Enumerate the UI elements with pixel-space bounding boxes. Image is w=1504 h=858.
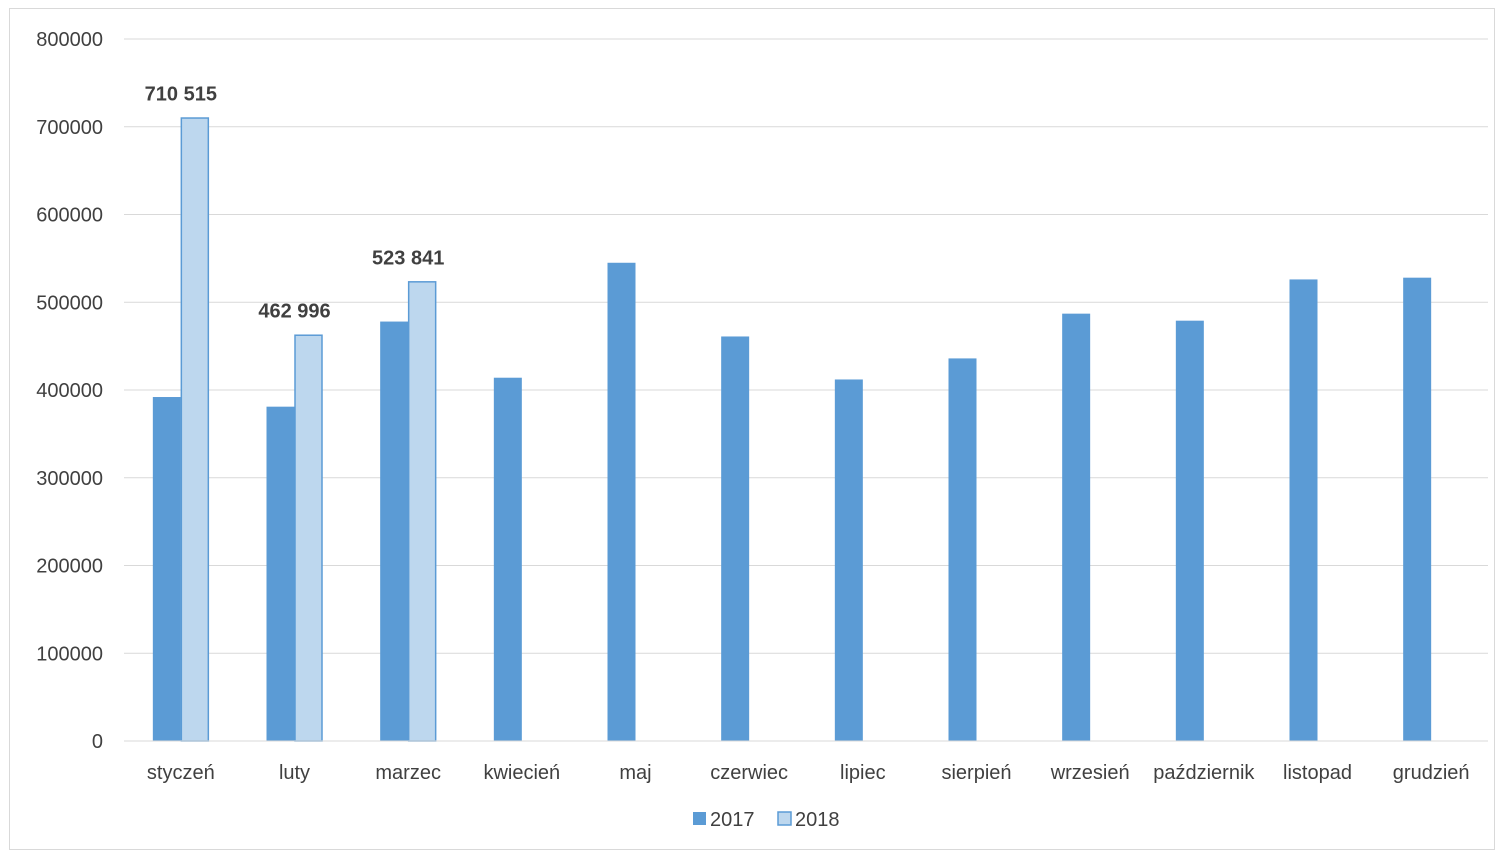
data-label-2018: 523 841 — [372, 247, 444, 269]
legend-swatch-2018 — [777, 811, 792, 826]
category-label: listopad — [1283, 762, 1352, 784]
category-label: grudzień — [1393, 762, 1470, 784]
bar-2017 — [266, 406, 295, 741]
bar-2017 — [948, 358, 977, 741]
bars — [152, 117, 1432, 742]
category-label: wrzesień — [1050, 762, 1130, 784]
bar-2018 — [407, 281, 437, 742]
bar-2017 — [834, 379, 863, 741]
data-labels: 710 515 462 996 523 841 — [145, 84, 445, 323]
category-label: czerwiec — [710, 762, 788, 784]
y-tick-label: 800000 — [36, 29, 103, 51]
y-tick-label: 500000 — [36, 292, 103, 314]
bar-2017 — [152, 397, 181, 741]
y-tick-label: 200000 — [36, 556, 103, 578]
category-label: sierpień — [941, 762, 1011, 784]
legend-label-2017: 2017 — [710, 809, 755, 831]
y-tick-label: 0 — [92, 731, 103, 753]
bar-2017 — [1175, 320, 1204, 741]
y-tick-label: 100000 — [36, 643, 103, 665]
bar-2018 — [294, 334, 323, 742]
gridlines — [124, 38, 1488, 654]
y-tick-label: 600000 — [36, 205, 103, 227]
y-tick-label: 700000 — [36, 117, 103, 139]
category-label: luty — [279, 762, 310, 784]
data-label-2018: 462 996 — [258, 301, 330, 323]
bar-2017 — [721, 336, 750, 741]
bar-2017 — [493, 377, 522, 741]
category-label: kwiecień — [483, 762, 560, 784]
bar-2017 — [1403, 277, 1432, 741]
data-label-2018: 710 515 — [145, 84, 217, 106]
category-label: styczeń — [147, 762, 215, 784]
y-axis-tick-labels: 0 100000 200000 300000 400000 500000 600000 700… — [36, 29, 103, 753]
x-axis-category-labels: styczeń luty marzec kwiecień maj czerwiec lipi… — [147, 762, 1470, 784]
category-label: październik — [1153, 762, 1255, 784]
legend-label-2018: 2018 — [795, 809, 840, 831]
legend: 2017 2018 — [693, 809, 840, 831]
legend-swatch-2017 — [693, 812, 706, 825]
category-label: marzec — [375, 762, 441, 784]
y-tick-label: 400000 — [36, 380, 103, 402]
category-label: lipiec — [840, 762, 886, 784]
chart-area — [9, 8, 1495, 850]
bar-2017 — [380, 321, 409, 741]
bar-2017 — [1289, 279, 1318, 741]
bar-2017 — [1062, 313, 1091, 741]
category-label: maj — [619, 762, 651, 784]
y-tick-label: 300000 — [36, 468, 103, 490]
bar-2018 — [180, 117, 210, 742]
bar-2017 — [607, 262, 636, 741]
